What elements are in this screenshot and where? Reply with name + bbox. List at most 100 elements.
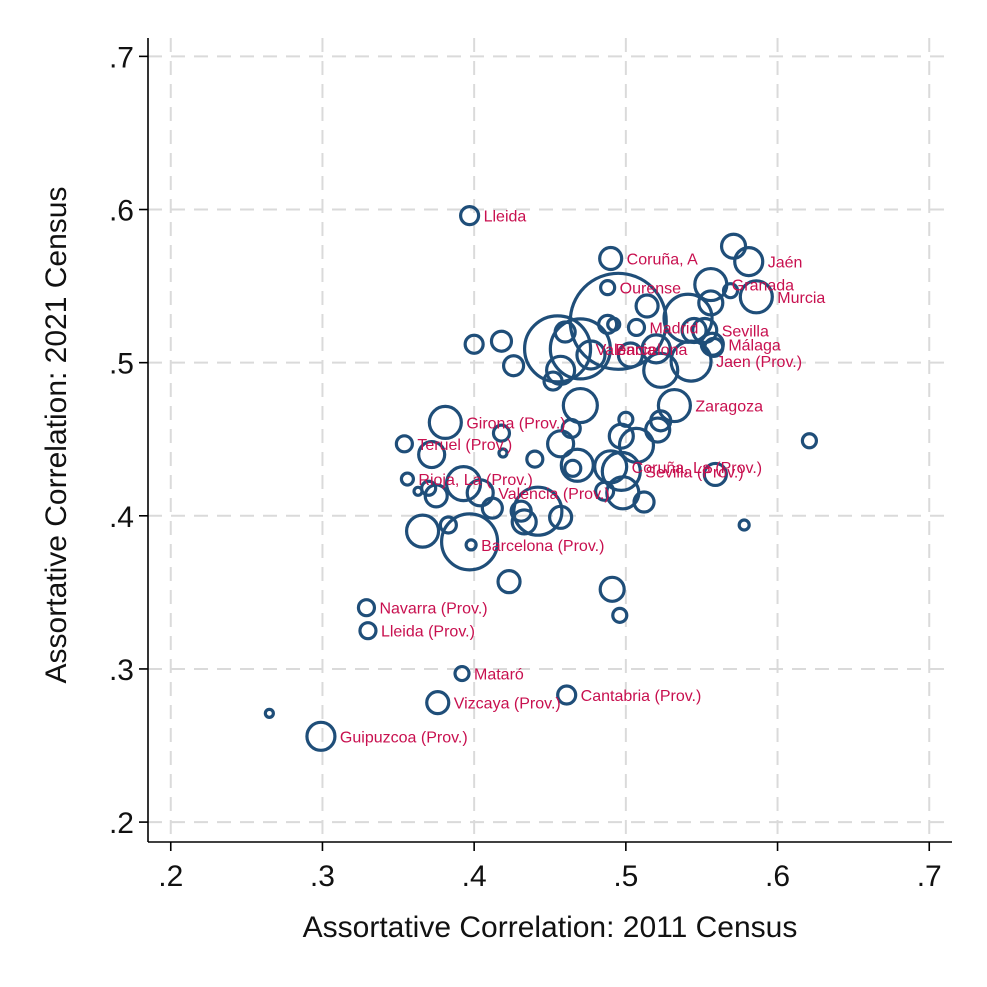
data-point <box>358 621 378 641</box>
data-point-label: Teruel (Prov.) <box>417 437 512 454</box>
data-point <box>522 314 593 384</box>
y-tick-label: .3 <box>109 654 134 687</box>
data-point <box>496 569 522 595</box>
data-point-label: Barcelona <box>615 342 687 359</box>
data-point <box>417 439 447 470</box>
data-point <box>497 447 509 459</box>
y-tick-label: .6 <box>109 195 134 228</box>
data-point <box>480 496 504 520</box>
data-point <box>512 485 564 537</box>
data-point-label: Madrid <box>649 320 698 337</box>
data-point-label: Girona (Prov.) <box>466 415 565 432</box>
data-points <box>263 205 819 752</box>
data-point <box>404 513 441 549</box>
x-tick-label: .2 <box>158 860 183 893</box>
x-tick-label: .3 <box>310 860 335 893</box>
data-point <box>425 690 451 716</box>
data-point <box>501 354 526 378</box>
data-point <box>632 490 656 514</box>
data-point <box>489 329 514 353</box>
data-point-label: Sevilla (Prov.) <box>645 464 743 481</box>
data-point <box>459 205 481 227</box>
data-point <box>721 282 740 300</box>
data-point-label: Jaén <box>768 255 803 272</box>
data-point-label: Lleida <box>484 209 527 226</box>
y-tick-label: .5 <box>109 348 134 381</box>
data-point <box>634 293 660 319</box>
data-point <box>491 423 512 443</box>
data-point-label: Rioja, La (Prov.) <box>418 472 532 489</box>
data-point <box>598 575 626 603</box>
data-point <box>548 317 612 381</box>
data-point <box>556 684 578 706</box>
data-point <box>733 245 765 278</box>
data-point <box>394 434 414 454</box>
data-point <box>575 339 607 371</box>
data-point <box>420 479 438 497</box>
data-point <box>356 598 377 618</box>
data-point <box>464 538 478 552</box>
data-point <box>617 410 635 428</box>
x-tick-label: .5 <box>613 860 638 893</box>
data-point <box>598 245 624 272</box>
data-point <box>438 515 458 535</box>
data-point <box>563 458 583 478</box>
data-point-label: Valencia <box>596 342 656 359</box>
x-axis-title: Assortative Correlation: 2011 Census <box>303 911 798 944</box>
data-point <box>423 483 449 509</box>
data-point-label: Coruña, A <box>627 252 698 269</box>
y-tick-label: .4 <box>109 501 134 534</box>
data-point <box>697 289 725 317</box>
data-point <box>737 518 751 532</box>
data-point <box>606 316 622 332</box>
y-tick-label: .2 <box>109 807 134 840</box>
data-point <box>649 409 673 433</box>
data-point <box>546 429 576 459</box>
data-point <box>594 480 616 502</box>
data-point <box>669 339 713 383</box>
data-point <box>616 341 645 369</box>
data-point <box>553 320 577 344</box>
data-point-label: Cantabria (Prov.) <box>581 688 702 705</box>
data-point <box>719 232 748 260</box>
x-tick-label: .7 <box>917 860 942 893</box>
data-point <box>305 720 337 752</box>
data-point <box>465 478 495 508</box>
data-point <box>427 404 463 440</box>
data-point <box>800 432 819 450</box>
data-point <box>561 386 599 425</box>
data-point <box>703 336 725 358</box>
data-point-label: Barcelona (Prov.) <box>481 538 604 555</box>
data-point <box>444 465 483 503</box>
axis-ticks: .2 .3 .4 .5 .6 .7 .2 .3 .4 .5 .6 .7 <box>109 41 942 893</box>
data-point <box>560 417 582 440</box>
data-point-label: Mataró <box>474 667 524 684</box>
data-point-label: Vizcaya (Prov.) <box>454 696 561 713</box>
data-point <box>545 354 577 386</box>
data-point <box>440 512 500 572</box>
data-point <box>542 370 564 392</box>
data-point <box>626 317 647 338</box>
data-point <box>644 416 672 444</box>
data-point-label: Navarra (Prov.) <box>379 601 487 618</box>
y-tick-label: .7 <box>109 41 134 74</box>
data-point-label: Murcia <box>777 290 825 307</box>
data-point-label: Ourense <box>620 281 681 298</box>
data-point <box>738 279 774 315</box>
data-point <box>642 351 680 389</box>
data-point-label: Coruña, La (Prov.) <box>632 460 762 477</box>
data-point <box>399 471 416 487</box>
gridlines <box>148 38 952 842</box>
y-axis-title: Assortative Correlation: 2021 Census <box>40 187 73 684</box>
axes <box>147 38 952 843</box>
data-point-label: Málaga <box>728 337 781 354</box>
data-point-label: Granada <box>732 278 794 295</box>
data-point-label: Lleida (Prov.) <box>381 624 475 641</box>
data-point <box>656 387 692 424</box>
data-point <box>548 504 574 530</box>
data-point-label: Zaragoza <box>695 399 763 416</box>
data-point-label: Valencia (Prov.) <box>498 486 609 503</box>
data-point <box>611 606 629 624</box>
data-point <box>453 664 471 683</box>
